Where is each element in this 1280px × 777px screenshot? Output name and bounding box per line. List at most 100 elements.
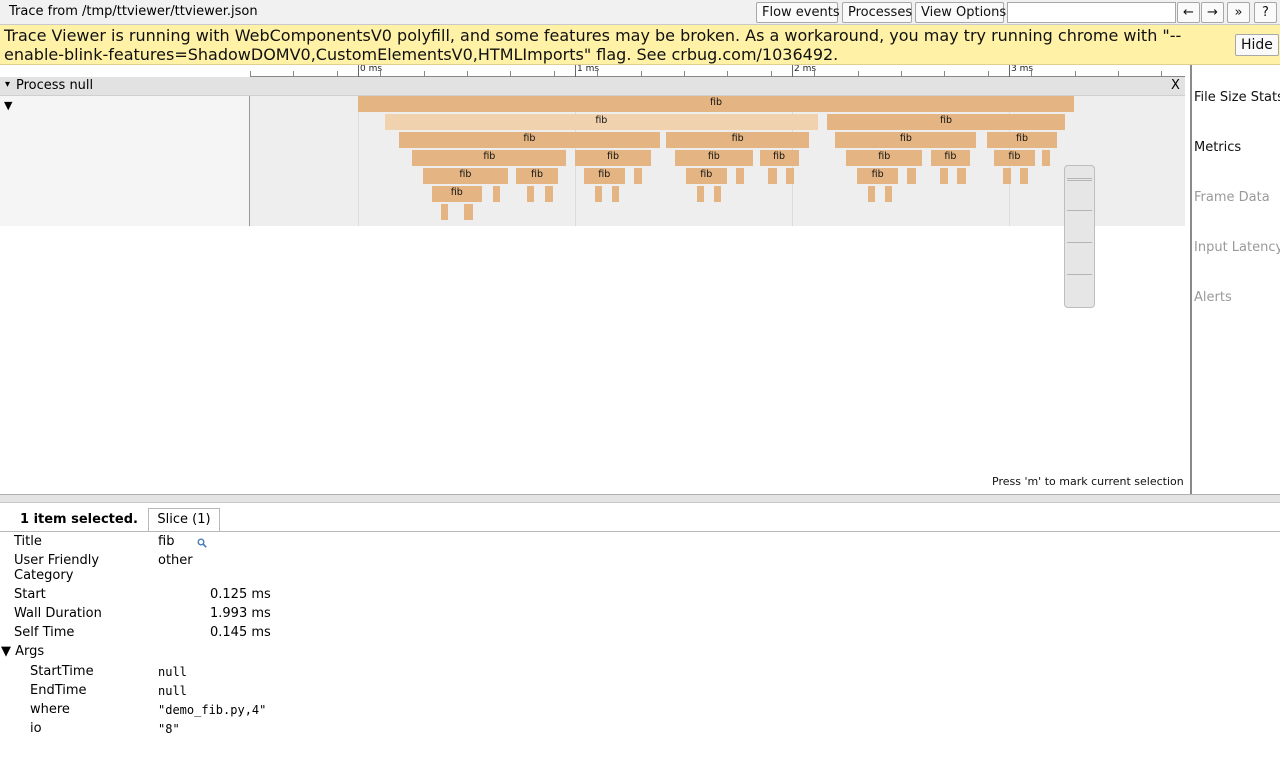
trace-slice[interactable] xyxy=(633,168,643,184)
ruler-minor-tick xyxy=(858,71,859,77)
collapse-triangle-icon[interactable]: ▾ xyxy=(5,79,11,90)
ruler-label: 3 ms xyxy=(1011,65,1034,74)
previous-result-button[interactable]: ← xyxy=(1177,2,1200,23)
trace-slice[interactable] xyxy=(785,168,795,184)
trace-slice[interactable] xyxy=(1041,150,1051,166)
timeline-view[interactable]: 0 ms 1 ms 2 ms 3 ms ▾ Process null X ▼ fib f… xyxy=(0,65,1185,494)
ruler-minor-tick xyxy=(771,71,772,77)
ruler-label: 2 ms xyxy=(794,65,817,74)
time-ruler[interactable]: 0 ms 1 ms 2 ms 3 ms xyxy=(250,65,1185,77)
side-panel-metrics[interactable]: Metrics xyxy=(1194,140,1242,155)
arg-key: StartTime xyxy=(30,664,94,679)
trace-slice[interactable] xyxy=(492,186,500,202)
zoom-slider[interactable] xyxy=(1064,165,1095,308)
trace-slice[interactable] xyxy=(735,168,745,184)
category-label: User Friendly Category xyxy=(14,553,100,583)
hide-banner-button[interactable]: Hide xyxy=(1235,34,1279,56)
ruler-minor-tick xyxy=(293,71,294,77)
ruler-minor-tick xyxy=(988,71,989,77)
process-label: Process null xyxy=(16,78,94,93)
ruler-minor-tick xyxy=(424,71,425,77)
ruler-minor-tick xyxy=(554,71,555,77)
processes-button[interactable]: Processes xyxy=(842,2,912,23)
trace-slice[interactable]: fib xyxy=(826,114,1066,130)
process-header[interactable]: ▾ Process null X xyxy=(0,77,1185,96)
view-options-button[interactable]: View Options xyxy=(915,2,1006,23)
ruler-minor-tick xyxy=(337,71,338,77)
time-grid-line xyxy=(358,96,359,226)
trace-slice[interactable]: fib xyxy=(674,150,753,166)
mark-selection-hint: Press 'm' to mark current selection xyxy=(992,475,1184,488)
trace-slice[interactable]: fib xyxy=(431,186,482,202)
trace-slice[interactable] xyxy=(907,168,916,184)
trace-slice[interactable]: fib xyxy=(412,150,567,166)
ruler-minor-tick xyxy=(727,71,728,77)
trace-slice[interactable]: fib xyxy=(399,132,660,148)
thread-slices-track[interactable]: fib fib fib fib fib fib fib fib fib fib fib fib fib f… xyxy=(250,96,1185,226)
trace-slice[interactable] xyxy=(527,186,535,202)
trace-slice[interactable] xyxy=(440,204,448,220)
help-button[interactable]: ? xyxy=(1254,2,1277,23)
zoom-segment-divider xyxy=(1067,274,1092,275)
show-more-button[interactable]: » xyxy=(1227,2,1250,23)
trace-slice[interactable]: fib xyxy=(358,96,1075,112)
start-value: 0.125 ms xyxy=(210,587,271,602)
trace-slice[interactable] xyxy=(868,186,875,202)
trace-slice[interactable] xyxy=(611,186,619,202)
args-toggle[interactable]: ▼ Args xyxy=(1,644,45,659)
trace-slice[interactable] xyxy=(939,168,949,184)
flow-events-button[interactable]: Flow events xyxy=(756,2,840,23)
trace-slice[interactable] xyxy=(464,204,473,220)
trace-slice[interactable] xyxy=(594,186,602,202)
next-result-button[interactable]: → xyxy=(1201,2,1224,23)
ruler-minor-tick xyxy=(467,71,468,77)
trace-slice[interactable] xyxy=(713,186,721,202)
trace-slice[interactable] xyxy=(1019,168,1029,184)
trace-slice[interactable] xyxy=(768,168,777,184)
expand-triangle-icon[interactable]: ▼ xyxy=(4,99,13,112)
trace-slice[interactable]: fib xyxy=(987,132,1057,148)
side-panel-input-latency[interactable]: Input Latency xyxy=(1194,240,1280,255)
title-label: Title xyxy=(14,534,42,549)
ruler-minor-tick xyxy=(250,71,251,77)
zoom-segment-divider xyxy=(1067,242,1092,243)
selected-slice[interactable]: fib xyxy=(385,114,818,130)
trace-slice[interactable]: fib xyxy=(423,168,508,184)
ruler-minor-tick xyxy=(944,71,945,77)
trace-slice[interactable] xyxy=(544,186,554,202)
magnifier-icon[interactable] xyxy=(197,538,207,548)
trace-slice[interactable]: fib xyxy=(857,168,899,184)
trace-slice[interactable]: fib xyxy=(685,168,727,184)
panel-splitter[interactable] xyxy=(0,494,1280,503)
trace-slice[interactable] xyxy=(696,186,704,202)
trace-slice[interactable] xyxy=(1002,168,1012,184)
trace-slice[interactable]: fib xyxy=(583,168,625,184)
search-input[interactable] xyxy=(1007,2,1176,23)
trace-slice[interactable] xyxy=(885,186,893,202)
trace-slice[interactable]: fib xyxy=(835,132,977,148)
start-label: Start xyxy=(14,587,46,602)
tab-divider xyxy=(0,531,1280,532)
category-value: other xyxy=(158,553,193,568)
tab-slice[interactable]: Slice (1) xyxy=(148,508,220,532)
ruler-minor-tick xyxy=(1118,71,1119,77)
analysis-panel: 1 item selected. Slice (1) Title fib Use… xyxy=(0,503,1280,777)
trace-slice[interactable]: fib xyxy=(516,168,558,184)
side-panel-alerts[interactable]: Alerts xyxy=(1194,290,1232,305)
ruler-major-tick xyxy=(792,65,793,77)
trace-slice[interactable] xyxy=(956,168,966,184)
trace-slice[interactable]: fib xyxy=(993,150,1035,166)
side-panel-frame-data[interactable]: Frame Data xyxy=(1194,190,1270,205)
close-process-button[interactable]: X xyxy=(1171,78,1180,93)
ruler-minor-tick xyxy=(380,71,381,77)
trace-slice[interactable]: fib xyxy=(575,150,651,166)
trace-slice[interactable]: fib xyxy=(759,150,799,166)
trace-slice[interactable]: fib xyxy=(846,150,923,166)
trace-slice[interactable]: fib xyxy=(930,150,970,166)
ruler-minor-tick xyxy=(901,71,902,77)
trace-slice[interactable]: fib xyxy=(666,132,810,148)
zoom-segment-divider xyxy=(1067,178,1092,179)
arg-value: null xyxy=(158,665,187,679)
side-panel-file-size-stats[interactable]: File Size Stats xyxy=(1194,90,1280,105)
arg-key: EndTime xyxy=(30,683,87,698)
